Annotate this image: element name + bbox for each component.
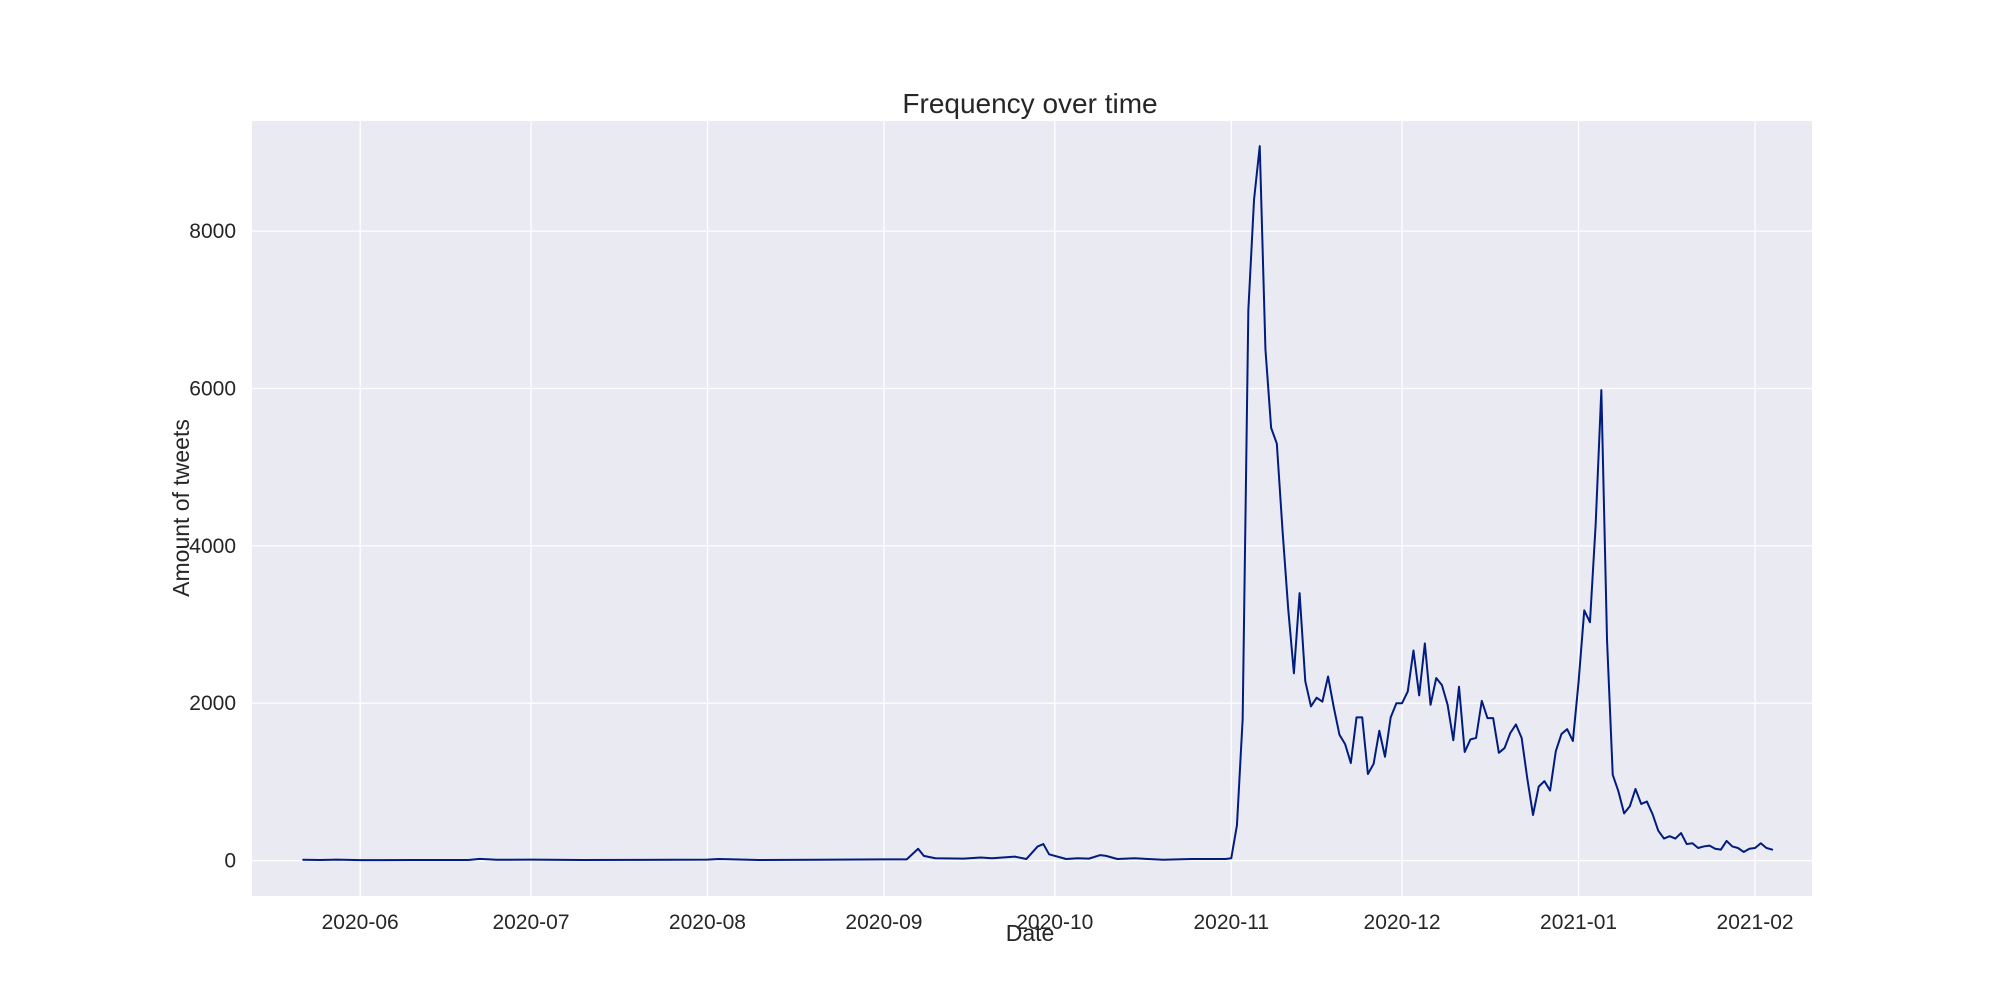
x-tick-label: 2021-02 xyxy=(1717,911,1794,934)
y-tick-label: 6000 xyxy=(189,378,236,401)
x-tick-label: 2020-12 xyxy=(1364,911,1441,934)
x-tick-label: 2020-10 xyxy=(1016,911,1093,934)
x-gridlines xyxy=(359,121,1756,896)
y-tick-label: 2000 xyxy=(189,692,236,715)
y-gridlines xyxy=(252,230,1812,862)
x-axis-label: Date xyxy=(1006,920,1055,946)
chart-title: Frequency over time xyxy=(902,88,1157,119)
x-tick-label: 2021-01 xyxy=(1540,911,1617,934)
x-tick-label: 2020-08 xyxy=(669,911,746,934)
x-tick-labels: 2020-06 2020-07 2020-08 2020-09 2020-10 2020-… xyxy=(322,911,1794,934)
x-tick-label: 2020-09 xyxy=(845,911,922,934)
x-tick-label: 2020-11 xyxy=(1194,911,1270,934)
x-tick-label: 2020-06 xyxy=(322,911,399,934)
y-axis-label: Amount of tweets xyxy=(168,419,194,597)
plot-area xyxy=(252,121,1812,896)
y-tick-labels: 0 2000 4000 6000 8000 xyxy=(189,220,236,872)
series-layer xyxy=(302,145,1774,862)
y-tick-label: 0 xyxy=(224,850,236,873)
x-tick-label: 2020-07 xyxy=(492,911,569,934)
y-tick-label: 8000 xyxy=(189,220,236,243)
series-line xyxy=(302,145,1774,862)
y-tick-label: 4000 xyxy=(189,535,236,558)
